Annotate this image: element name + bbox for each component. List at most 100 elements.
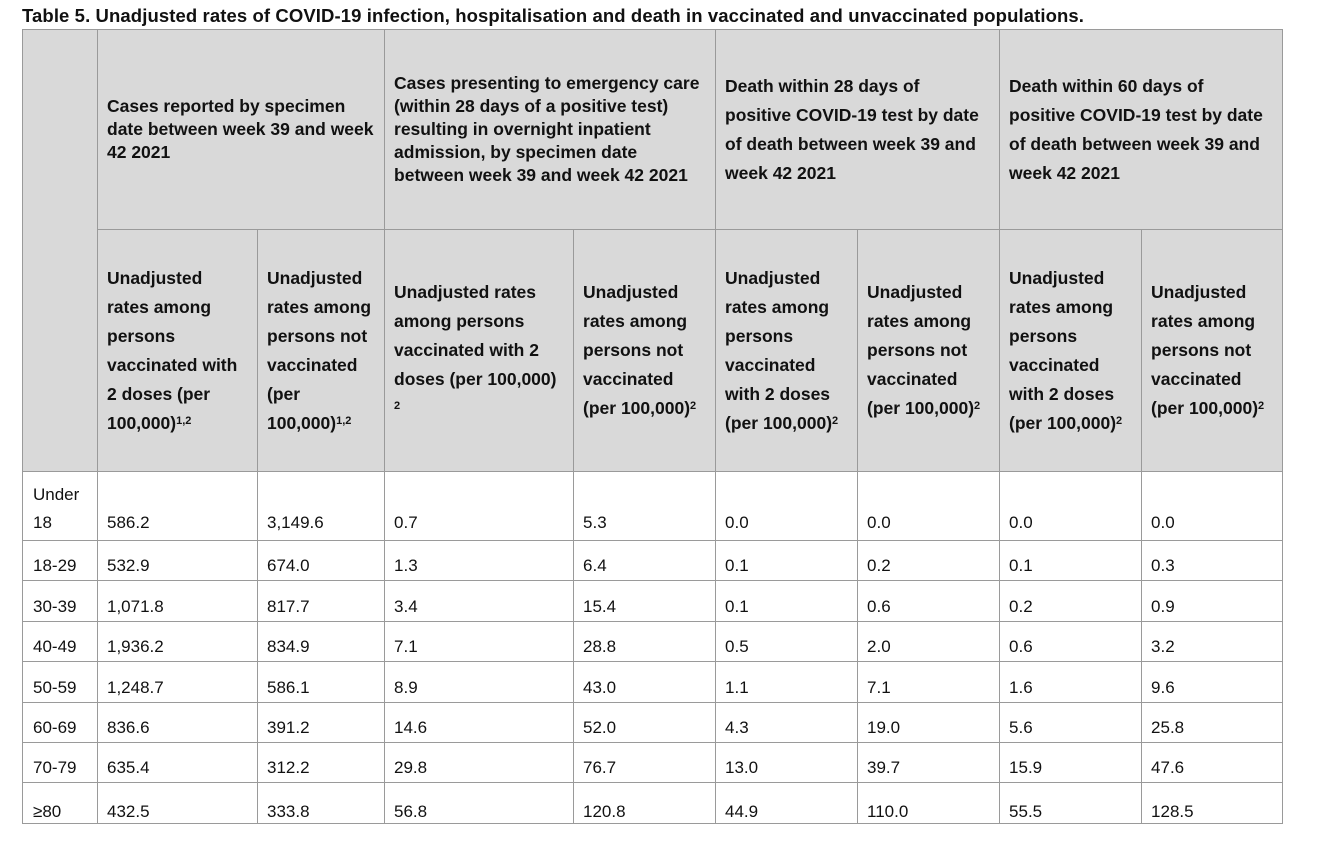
age-group-cell: 50-59: [22, 661, 98, 703]
table-body: Under 18 586.2 3,149.6 0.7 5.3 0.0 0.0 0.0 0.0 18…: [22, 471, 1284, 824]
table-row: 18-29 532.9 674.0 1.3 6.4 0.1 0.2 0.1 0.3: [22, 539, 1284, 582]
table-row: 70-79 635.4 312.2 29.8 76.7 13.0 39.7 15.9 47.6: [22, 741, 1284, 784]
rate-cell: 0.0: [857, 471, 1001, 541]
rate-cell: 432.5: [97, 782, 258, 824]
rate-cell: 43.0: [573, 661, 717, 703]
rate-cell: 15.4: [573, 580, 717, 622]
rate-cell: 0.3: [1141, 539, 1284, 582]
sub-header-text: Unadjusted rates among persons vaccinate…: [394, 282, 557, 389]
rate-cell: 1.1: [715, 661, 859, 703]
rate-cell: 110.0: [857, 782, 1001, 824]
sub-header-death60-unvaccinated: Unadjusted rates among persons not vacci…: [1141, 229, 1284, 472]
table-row: 40-49 1,936.2 834.9 7.1 28.8 0.5 2.0 0.6 3.2: [22, 620, 1284, 663]
sub-header-hosp-vaccinated: Unadjusted rates among persons vaccinate…: [384, 229, 575, 472]
rate-cell: 120.8: [573, 782, 717, 824]
rate-cell: 76.7: [573, 741, 717, 784]
rate-cell: 15.9: [999, 741, 1143, 784]
sub-header-cases-vaccinated: Unadjusted rates among persons vaccinate…: [97, 229, 258, 472]
table-row: Under 18 586.2 3,149.6 0.7 5.3 0.0 0.0 0.0 0.0: [22, 471, 1284, 541]
table-title: Table 5. Unadjusted rates of COVID-19 in…: [22, 5, 1085, 26]
group-header-hospitalisation: Cases presenting to emergency care (with…: [384, 29, 717, 230]
rate-cell: 674.0: [256, 539, 386, 582]
age-header-cell: [22, 29, 98, 472]
rate-cell: 3.4: [384, 580, 575, 622]
rate-cell: 0.9: [1141, 580, 1284, 622]
rate-cell: 44.9: [715, 782, 859, 824]
age-group-cell: Under 18: [22, 471, 98, 541]
group-header-cases: Cases reported by specimen date between …: [96, 29, 386, 230]
rate-cell: 5.6: [999, 701, 1143, 743]
sub-header-hosp-unvaccinated: Unadjusted rates among persons not vacci…: [573, 229, 717, 472]
rate-cell: 47.6: [1141, 741, 1284, 784]
sub-header-text: Unadjusted rates among persons vaccinate…: [1009, 267, 1117, 433]
rate-cell: 0.2: [857, 539, 1001, 582]
rate-cell: 3.2: [1141, 620, 1284, 663]
rate-cell: 817.7: [256, 580, 386, 622]
rate-cell: 0.0: [999, 471, 1143, 541]
table-row: ≥80 432.5 333.8 56.8 120.8 44.9 110.0 55.5 128.5: [22, 782, 1284, 824]
rate-cell: 25.8: [1141, 701, 1284, 743]
age-group-cell: 70-79: [22, 741, 98, 784]
sub-header-text: Unadjusted rates among persons vaccinate…: [725, 267, 833, 433]
rate-cell: 0.1: [999, 539, 1143, 582]
sub-header-death28-unvaccinated: Unadjusted rates among persons not vacci…: [857, 229, 1001, 472]
rate-cell: 391.2: [256, 701, 386, 743]
rate-cell: 0.0: [1141, 471, 1284, 541]
sub-header-text: Unadjusted rates among persons not vacci…: [267, 267, 372, 433]
rate-cell: 128.5: [1141, 782, 1284, 824]
rate-cell: 532.9: [97, 539, 258, 582]
covid-rates-table: Cases reported by specimen date between …: [22, 29, 1284, 824]
sub-header-text: Unadjusted rates among persons not vacci…: [867, 282, 975, 418]
rate-cell: 635.4: [97, 741, 258, 784]
rate-cell: 1,071.8: [97, 580, 258, 622]
group-header-death-28-days: Death within 28 days of positive COVID-1…: [715, 29, 1001, 230]
table-row: 50-59 1,248.7 586.1 8.9 43.0 1.1 7.1 1.6 9.6: [22, 661, 1284, 703]
age-group-cell: 40-49: [22, 620, 98, 663]
table-row: 30-39 1,071.8 817.7 3.4 15.4 0.1 0.6 0.2 0.9: [22, 580, 1284, 622]
rate-cell: 0.0: [715, 471, 859, 541]
rate-cell: 7.1: [384, 620, 575, 663]
sub-header-text: Unadjusted rates among persons not vacci…: [583, 282, 691, 418]
rate-cell: 14.6: [384, 701, 575, 743]
rate-cell: 28.8: [573, 620, 717, 663]
rate-cell: 836.6: [97, 701, 258, 743]
footnote-marker: 2: [1116, 414, 1123, 427]
rate-cell: 55.5: [999, 782, 1143, 824]
rate-cell: 6.4: [573, 539, 717, 582]
rate-cell: 0.7: [384, 471, 575, 541]
rate-cell: 19.0: [857, 701, 1001, 743]
rate-cell: 7.1: [857, 661, 1001, 703]
rate-cell: 586.2: [97, 471, 258, 541]
rate-cell: 56.8: [384, 782, 575, 824]
rate-cell: 13.0: [715, 741, 859, 784]
rate-cell: 8.9: [384, 661, 575, 703]
rate-cell: 834.9: [256, 620, 386, 663]
rate-cell: 0.1: [715, 539, 859, 582]
rate-cell: 1.6: [999, 661, 1143, 703]
rate-cell: 3,149.6: [256, 471, 386, 541]
age-group-cell: 30-39: [22, 580, 98, 622]
footnote-marker: 1,2: [176, 414, 192, 427]
rate-cell: 333.8: [256, 782, 386, 824]
rate-cell: 39.7: [857, 741, 1001, 784]
rate-cell: 1,248.7: [97, 661, 258, 703]
rate-cell: 312.2: [256, 741, 386, 784]
age-group-cell: 18-29: [22, 539, 98, 582]
sub-header-death28-vaccinated: Unadjusted rates among persons vaccinate…: [715, 229, 859, 472]
rate-cell: 0.6: [999, 620, 1143, 663]
rate-cell: 586.1: [256, 661, 386, 703]
rate-cell: 0.5: [715, 620, 859, 663]
rate-cell: 1,936.2: [97, 620, 258, 663]
rate-cell: 4.3: [715, 701, 859, 743]
rate-cell: 2.0: [857, 620, 1001, 663]
rate-cell: 5.3: [573, 471, 717, 541]
rate-cell: 0.6: [857, 580, 1001, 622]
sub-header-text: Unadjusted rates among persons not vacci…: [1151, 282, 1259, 418]
rate-cell: 9.6: [1141, 661, 1284, 703]
sub-header-text: Unadjusted rates among persons vaccinate…: [107, 267, 238, 433]
footnote-marker: 2: [690, 400, 697, 412]
rate-cell: 1.3: [384, 539, 575, 582]
table-row: 60-69 836.6 391.2 14.6 52.0 4.3 19.0 5.6 25.8: [22, 701, 1284, 743]
footnote-marker: 2: [394, 400, 401, 412]
footnote-marker: 1,2: [336, 414, 352, 427]
